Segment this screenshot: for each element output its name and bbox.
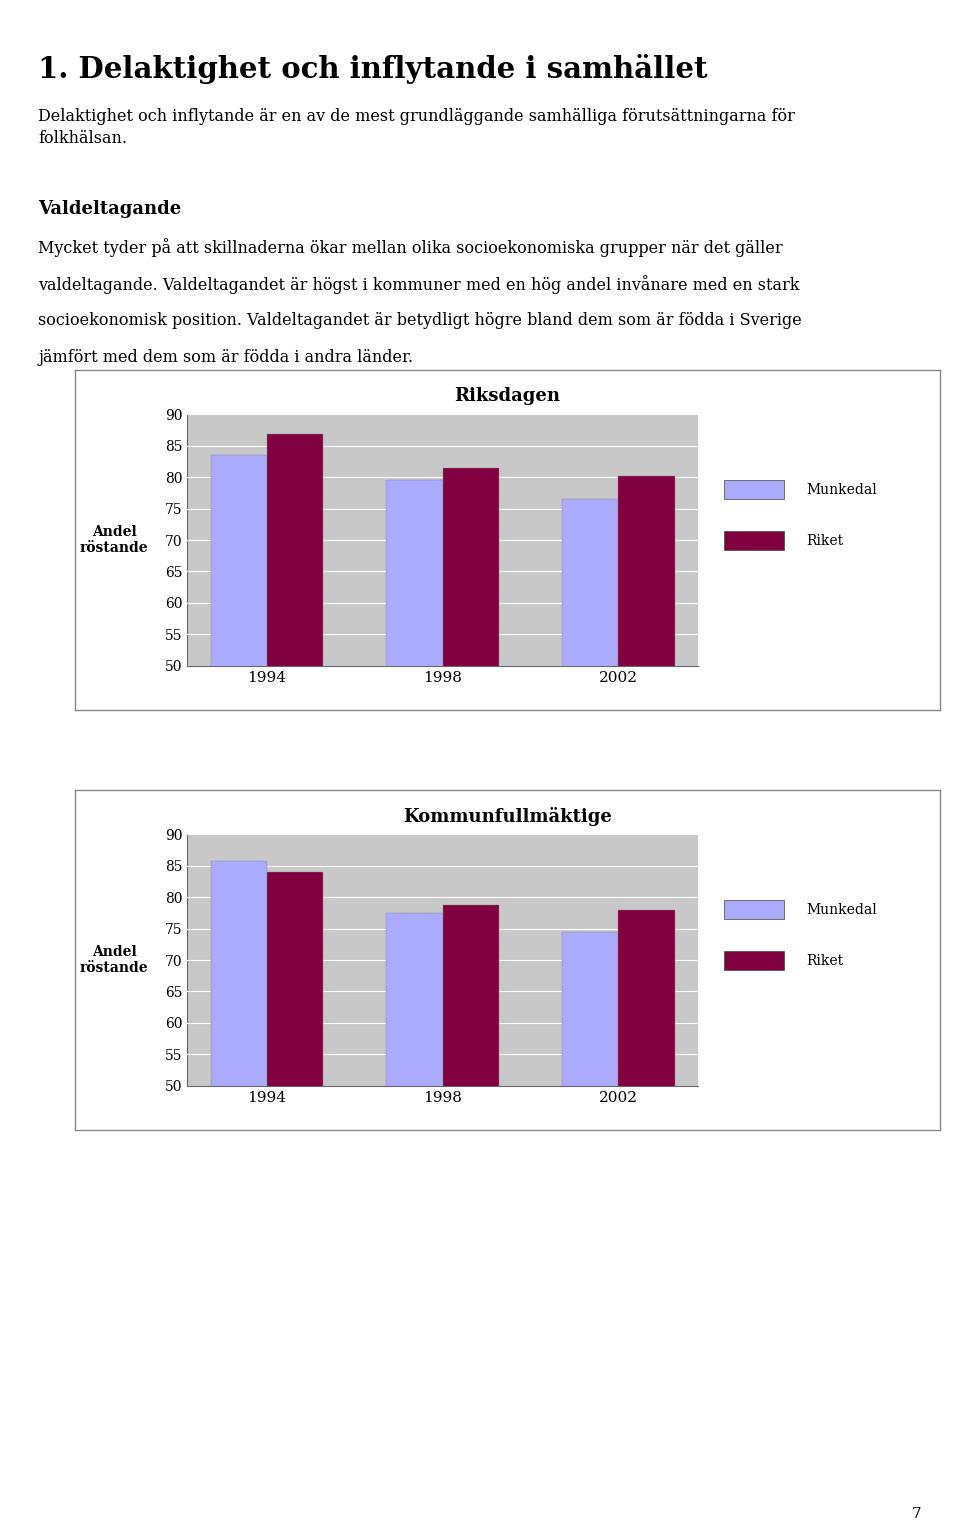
Text: Mycket tyder på att skillnaderna ökar mellan olika socioekonomiska grupper när d: Mycket tyder på att skillnaderna ökar me… [38,239,783,257]
Text: Munkedal: Munkedal [806,483,876,497]
Bar [443,905,499,1400]
Text: Riksdagen: Riksdagen [454,386,561,405]
Text: socioekonomisk position. Valdeltagandet är betydligt högre bland dem som är född: socioekonomisk position. Valdeltagandet … [38,312,803,329]
Bar [210,456,267,980]
Text: 7: 7 [912,1507,922,1521]
FancyBboxPatch shape [724,900,784,919]
Text: Munkedal: Munkedal [806,903,876,917]
FancyBboxPatch shape [724,531,784,549]
Bar [386,480,443,980]
Bar [563,931,618,1400]
Text: Valdeltagande: Valdeltagande [38,200,181,219]
FancyBboxPatch shape [724,951,784,970]
Text: valdeltagande. Valdeltagandet är högst i kommuner med en hög andel invånare med : valdeltagande. Valdeltagandet är högst i… [38,275,800,294]
Text: Riket: Riket [806,954,843,968]
Text: 1. Delaktighet och inflytande i samhället: 1. Delaktighet och inflytande i samhälle… [38,54,708,83]
Text: Andel
röstande: Andel röstande [80,945,149,976]
Bar [267,434,324,980]
Bar [618,477,675,980]
Text: Riket: Riket [806,534,843,548]
Text: Delaktighet och inflytande är en av de mest grundläggande samhälliga förutsättni: Delaktighet och inflytande är en av de m… [38,108,795,146]
Bar [267,873,324,1400]
Text: Andel
röstande: Andel röstande [80,525,149,556]
Bar [210,860,267,1400]
FancyBboxPatch shape [724,480,784,499]
Bar [618,910,675,1400]
Text: jämfört med dem som är födda i andra länder.: jämfört med dem som är födda i andra län… [38,349,414,366]
Bar [443,468,499,980]
Bar [386,913,443,1400]
Bar [563,499,618,980]
Text: Kommunfullmäktige: Kommunfullmäktige [403,806,612,826]
